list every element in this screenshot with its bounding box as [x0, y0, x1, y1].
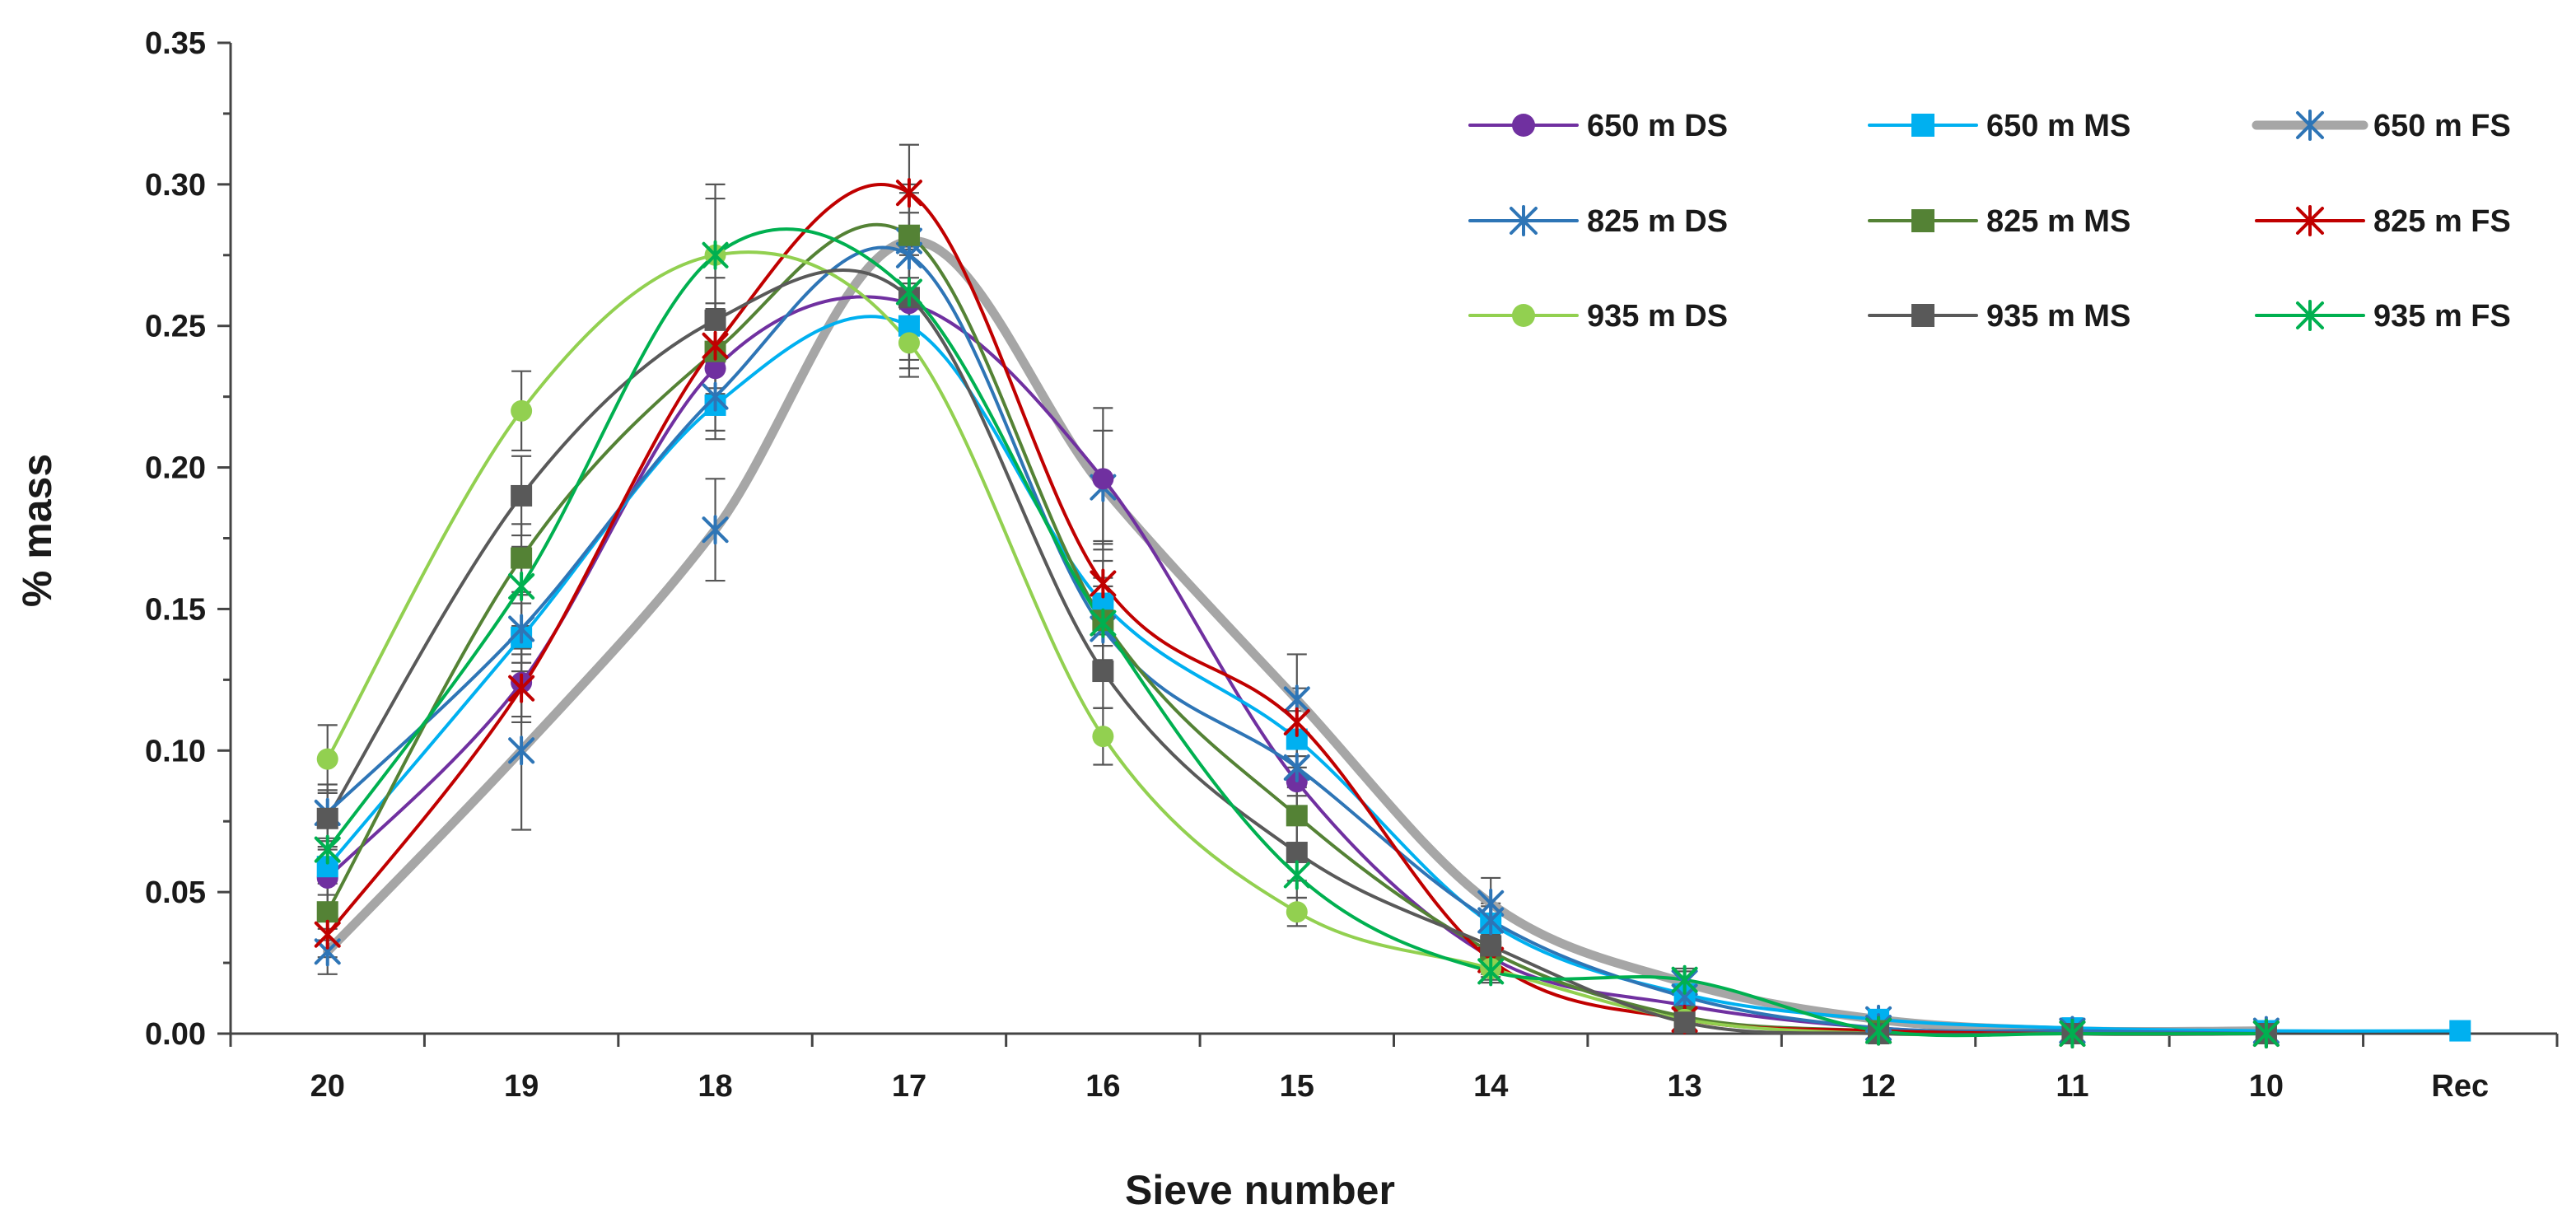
legend-swatch-marker — [1512, 304, 1535, 327]
x-tick-label: 16 — [1085, 1069, 1120, 1104]
data-point — [1283, 707, 1310, 737]
y-tick-label: 0.30 — [145, 168, 206, 203]
data-point — [2059, 1019, 2086, 1048]
y-axis-title: % mass — [14, 454, 60, 607]
data-point — [316, 807, 338, 829]
legend-item: 650 m MS — [1868, 109, 2130, 143]
legend-label: 935 m FS — [2373, 299, 2511, 334]
data-point — [1671, 964, 1698, 995]
y-tick-label: 0.00 — [145, 1017, 206, 1052]
legend-label: 825 m FS — [2373, 204, 2511, 239]
data-point — [316, 901, 338, 923]
y-tick-label: 0.35 — [145, 26, 206, 61]
legend-swatch-marker — [1911, 114, 1934, 137]
data-point — [508, 571, 535, 601]
data-point — [508, 735, 535, 766]
legend-item: 825 m MS — [1868, 204, 2130, 239]
x-tick-label: Rec — [2431, 1069, 2489, 1104]
data-point — [702, 515, 729, 545]
data-point — [704, 357, 726, 380]
legend-label: 825 m DS — [1587, 204, 1728, 239]
data-point — [1283, 752, 1310, 782]
legend-swatch-marker — [2296, 205, 2324, 236]
data-point — [511, 399, 533, 422]
data-point — [1283, 860, 1310, 890]
legend-swatch-marker — [2296, 300, 2324, 331]
x-tick-label: 12 — [1861, 1069, 1896, 1104]
axes: 0.00 0.05 0.10 0.15 0.20 0.25 0.30 0.35 20 19 18 17… — [145, 26, 2559, 1104]
legend-label: 650 m MS — [1986, 109, 2130, 143]
data-point — [314, 834, 341, 865]
data-point — [1477, 905, 1505, 936]
series-line-935-m-fs — [325, 227, 2268, 1038]
y-tick-label: 0.15 — [145, 592, 206, 627]
data-point — [1477, 956, 1505, 987]
data-point — [1092, 661, 1114, 683]
x-axis-title: Sieve number — [1125, 1167, 1395, 1213]
y-tick-label: 0.20 — [145, 451, 206, 486]
data-point — [1090, 608, 1117, 638]
data-point — [2449, 1020, 2471, 1042]
x-tick-label: 18 — [698, 1069, 732, 1104]
legend-swatch-marker — [1512, 114, 1535, 137]
data-point — [316, 748, 338, 770]
legend-item: 935 m MS — [1868, 299, 2130, 334]
data-point — [1286, 805, 1308, 827]
y-tick-label: 0.05 — [145, 875, 206, 910]
legend-item: 825 m FS — [2255, 204, 2511, 239]
legend-item: 935 m FS — [2255, 299, 2511, 334]
x-tick-label: 17 — [892, 1069, 926, 1104]
legend-item: 650 m DS — [1468, 109, 1728, 143]
data-point — [508, 673, 535, 703]
data-point — [1090, 568, 1117, 599]
x-tick-label: 10 — [2249, 1069, 2284, 1104]
legend-item: 650 m FS — [2252, 109, 2511, 143]
data-point — [895, 178, 922, 208]
x-tick-label: 13 — [1667, 1069, 1701, 1104]
legend-label: 650 m FS — [2373, 109, 2511, 143]
legend-swatch-marker — [1510, 205, 1538, 236]
legend-label: 650 m DS — [1587, 109, 1728, 143]
data-point — [895, 240, 922, 270]
data-point — [1673, 1011, 1696, 1034]
legend-label: 825 m MS — [1986, 204, 2130, 239]
data-point — [702, 381, 729, 412]
data-point — [2252, 1019, 2280, 1048]
legend-label: 935 m DS — [1587, 299, 1728, 334]
series-line-825-m-ds — [325, 245, 2268, 1035]
data-point — [511, 484, 533, 507]
legend-item: 935 m DS — [1468, 299, 1728, 334]
x-tick-label: 15 — [1280, 1069, 1314, 1104]
legend-swatch-marker — [2296, 110, 2324, 141]
y-tick-label: 0.25 — [145, 310, 206, 344]
data-point — [1092, 726, 1114, 748]
data-point — [895, 277, 922, 307]
data-point — [1480, 935, 1502, 957]
data-point — [508, 614, 535, 644]
legend-swatch-marker — [1911, 304, 1934, 327]
data-point — [702, 240, 729, 270]
data-point — [702, 330, 729, 361]
x-tick-label: 20 — [310, 1069, 345, 1104]
x-tick-label: 11 — [2056, 1069, 2088, 1104]
data-point — [898, 224, 920, 246]
data-point — [511, 547, 533, 569]
data-point — [1865, 1016, 1892, 1046]
legend: 650 m DS 650 m MS 650 m FS 825 m DS 825 m MS… — [1468, 109, 2511, 334]
y-tick-label: 0.10 — [145, 734, 206, 768]
data-point — [1092, 468, 1114, 490]
data-point — [314, 919, 341, 950]
data-point — [898, 332, 920, 354]
legend-item: 825 m DS — [1468, 204, 1728, 239]
data-point — [1286, 842, 1308, 864]
data-point — [704, 309, 726, 331]
x-tick-label: 19 — [504, 1069, 539, 1104]
legend-swatch-marker — [1911, 209, 1934, 232]
data-point — [1286, 901, 1308, 923]
x-tick-label: 14 — [1473, 1069, 1508, 1104]
series-markers — [314, 178, 2471, 1048]
legend-label: 935 m MS — [1986, 299, 2130, 334]
